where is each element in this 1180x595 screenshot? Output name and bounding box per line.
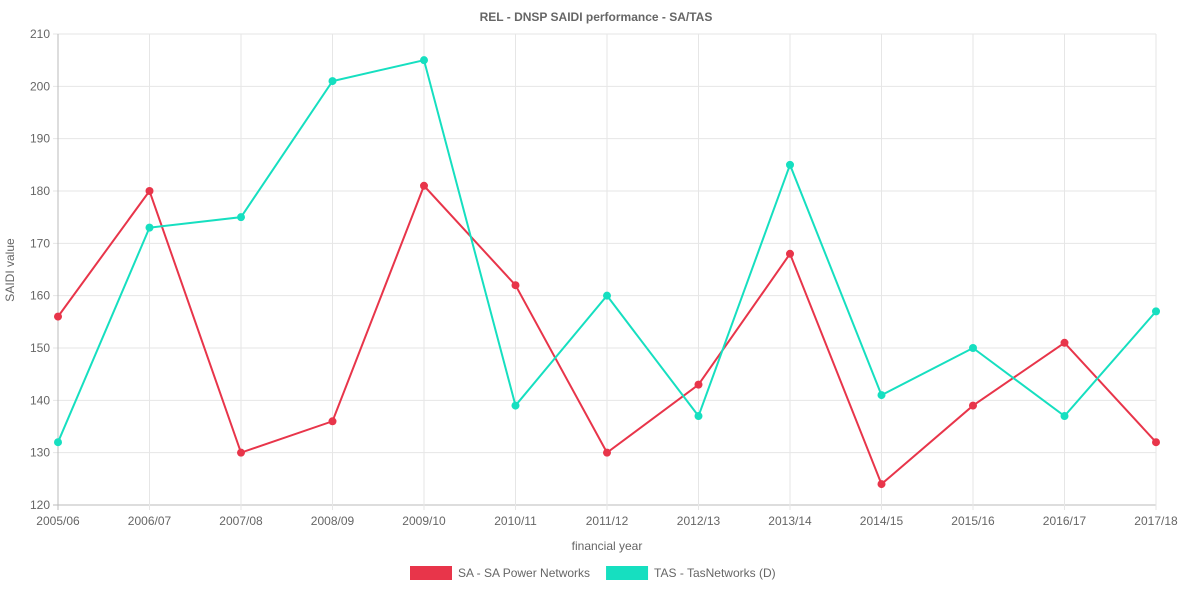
x-tick-label: 2016/17 xyxy=(1043,514,1087,528)
data-point xyxy=(1060,338,1069,347)
x-tick-label: 2006/07 xyxy=(128,514,172,528)
y-tick-label: 140 xyxy=(30,393,50,407)
data-point xyxy=(1152,438,1160,447)
data-point xyxy=(786,160,794,169)
data-point xyxy=(603,291,611,300)
x-tick-label: 2007/08 xyxy=(219,514,263,528)
y-tick-label: 150 xyxy=(30,341,50,355)
data-point xyxy=(603,448,611,457)
data-point xyxy=(1152,307,1160,316)
data-point xyxy=(328,77,337,86)
x-tick-label: 2010/11 xyxy=(494,514,537,528)
data-point xyxy=(145,223,154,232)
x-tick-label: 2014/15 xyxy=(860,514,904,528)
x-tick-label: 2012/13 xyxy=(677,514,721,528)
x-tick-label: 2011/12 xyxy=(586,514,629,528)
data-point xyxy=(511,281,520,290)
legend-swatch xyxy=(410,566,452,580)
chart-title: REL - DNSP SAIDI performance - SA/TAS xyxy=(480,10,713,24)
data-point xyxy=(511,401,520,410)
data-point xyxy=(420,181,428,190)
y-tick-label: 190 xyxy=(30,132,50,146)
y-tick-label: 170 xyxy=(30,236,50,250)
data-point xyxy=(145,187,154,195)
data-point xyxy=(694,380,703,389)
legend-label: TAS - TasNetworks (D) xyxy=(654,566,776,580)
data-point xyxy=(877,391,886,400)
x-tick-label: 2015/16 xyxy=(951,514,995,528)
data-point xyxy=(54,312,62,321)
data-point xyxy=(1060,412,1069,421)
x-tick-label: 2005/06 xyxy=(36,514,80,528)
legend-label: SA - SA Power Networks xyxy=(458,566,590,580)
x-tick-label: 2013/14 xyxy=(768,514,812,528)
y-tick-label: 180 xyxy=(30,184,50,198)
data-point xyxy=(786,249,794,258)
legend-swatch xyxy=(606,566,649,580)
y-tick-label: 200 xyxy=(30,79,50,93)
data-point xyxy=(237,448,245,457)
data-point xyxy=(969,344,977,352)
data-point xyxy=(237,213,245,222)
data-point xyxy=(877,480,886,489)
data-point xyxy=(969,401,977,410)
x-tick-label: 2008/09 xyxy=(311,514,355,528)
data-point xyxy=(328,417,337,426)
y-tick-label: 120 xyxy=(30,498,50,512)
x-tick-label: 2009/10 xyxy=(402,514,446,528)
x-axis-label: financial year xyxy=(572,539,643,553)
data-point xyxy=(54,438,62,447)
y-tick-label: 210 xyxy=(30,27,50,41)
y-tick-label: 160 xyxy=(30,289,50,303)
data-point xyxy=(694,412,703,421)
data-point xyxy=(420,56,428,65)
y-axis-label: SAIDI value xyxy=(3,238,17,302)
y-tick-label: 130 xyxy=(30,446,50,460)
x-tick-label: 2017/18 xyxy=(1134,514,1178,528)
